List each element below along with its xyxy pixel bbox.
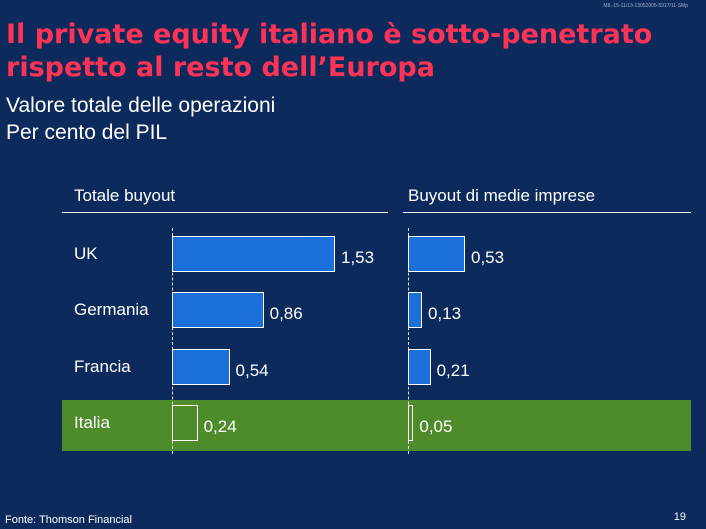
bar-totale-francia — [172, 349, 230, 385]
bar-totale-uk — [172, 236, 335, 272]
chart-title-rule-2 — [403, 212, 691, 213]
source-note: Fonte: Thomson Financial — [5, 514, 132, 526]
chart-title-rule-1 — [62, 212, 388, 213]
category-label-italia: Italia — [74, 413, 110, 432]
chart-title-buyout-medie: Buyout di medie imprese — [408, 186, 596, 205]
bar-medie-francia — [408, 349, 431, 385]
bar-medie-italia — [408, 405, 414, 441]
reference-code: MIL-15-11/13-13052005-5917/11-SMp — [603, 3, 688, 9]
bar-totale-germania — [172, 292, 264, 328]
subtitle: Valore totale delle operazioni Per cento… — [6, 92, 275, 146]
bar-medie-uk — [408, 236, 465, 272]
axis-totale — [172, 228, 173, 454]
value-label-totale-germania: 0,86 — [269, 304, 303, 323]
value-label-medie-uk: 0,53 — [471, 248, 505, 267]
bar-totale-italia — [172, 405, 198, 441]
italia-highlight-band — [62, 400, 691, 451]
axis-medie — [408, 228, 409, 454]
value-label-medie-germania: 0,13 — [427, 304, 462, 323]
title-line-1: Il private equity italiano è sotto-penet… — [6, 19, 653, 50]
category-label-germania: Germania — [74, 300, 149, 319]
value-label-totale-francia: 0,54 — [235, 361, 269, 380]
subtitle-line-1: Valore totale delle operazioni — [6, 94, 276, 117]
chart-title-totale-buyout: Totale buyout — [74, 186, 176, 205]
bar-medie-germania — [408, 292, 422, 328]
value-label-medie-francia: 0,21 — [436, 361, 470, 380]
value-label-totale-uk: 1,53 — [341, 248, 375, 267]
title-line-2: rispetto al resto dell’Europa — [6, 52, 435, 83]
category-label-uk: UK — [74, 244, 98, 263]
value-label-totale-italia: 0,24 — [203, 417, 237, 436]
page-title: Il private equity italiano è sotto-penet… — [6, 18, 652, 84]
value-label-medie-italia: 0,05 — [419, 417, 453, 436]
subtitle-line-2: Per cento del PIL — [6, 121, 168, 144]
page-number: 19 — [673, 511, 686, 523]
category-label-francia: Francia — [74, 357, 131, 376]
